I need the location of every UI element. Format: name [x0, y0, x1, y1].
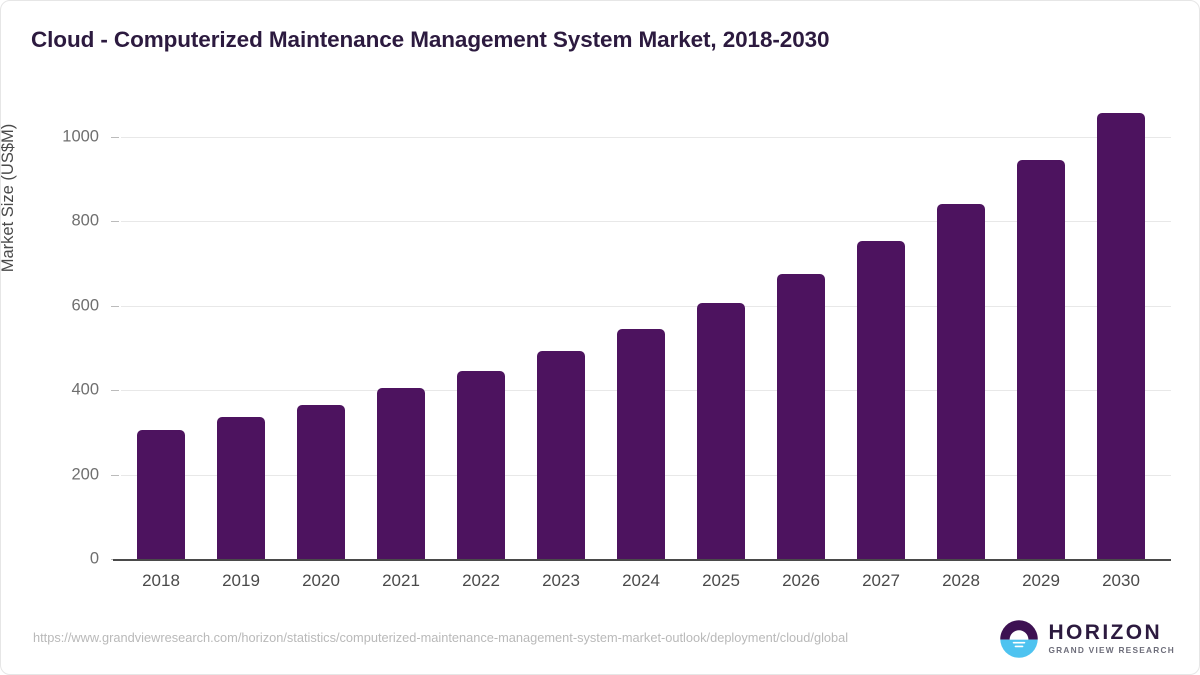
gridline: [121, 137, 1171, 138]
x-axis-tick-label: 2028: [942, 571, 980, 590]
bar-group[interactable]: [921, 91, 1001, 559]
bar-2029[interactable]: [1017, 160, 1065, 559]
horizon-logo-text: HORIZON GRAND VIEW RESEARCH: [1048, 621, 1175, 656]
x-axis-tick-label: 2027: [862, 571, 900, 590]
bar-group[interactable]: [681, 91, 761, 559]
bar-group[interactable]: [361, 91, 441, 559]
gridline: [121, 221, 1171, 223]
y-axis-tick-label: 600: [71, 296, 99, 315]
y-axis-tick: [111, 305, 119, 307]
bar-group[interactable]: [841, 91, 921, 559]
x-axis-line: [113, 559, 1171, 561]
bar-2025[interactable]: [697, 302, 745, 559]
horizon-logo-icon: [1000, 620, 1039, 658]
bar-group[interactable]: [281, 91, 361, 559]
bar-group[interactable]: [761, 91, 841, 559]
bar-group[interactable]: [601, 91, 681, 559]
horizon-logo: HORIZON GRAND VIEW RESEARCH: [999, 619, 1175, 659]
bar-2030[interactable]: [1097, 112, 1145, 559]
x-axis-tick-label: 2022: [462, 571, 500, 590]
y-axis-tick-label: 1000: [62, 127, 99, 146]
y-axis-tick-label: 400: [71, 380, 99, 399]
source-url[interactable]: https://www.grandviewresearch.com/horizo…: [33, 630, 849, 645]
bar-group[interactable]: [121, 91, 201, 559]
bar-2023[interactable]: [537, 350, 585, 559]
x-axis-tick-label: 2029: [1022, 571, 1060, 590]
bar-group[interactable]: [521, 91, 601, 559]
x-axis-tick-label: 2018: [142, 571, 180, 590]
x-axis-tick-label: 2024: [622, 571, 660, 590]
bars-layer: [121, 91, 1171, 559]
x-axis-tick-label: 2019: [222, 571, 260, 590]
y-axis-title: Market Size (US$M): [0, 123, 17, 273]
x-axis-tick-label: 2021: [382, 571, 420, 590]
x-axis-tick-label: 2023: [542, 571, 580, 590]
bar-2020[interactable]: [297, 404, 345, 559]
x-axis-tick-label: 2020: [302, 571, 340, 590]
bar-2022[interactable]: [457, 371, 505, 559]
bar-2018[interactable]: [137, 429, 185, 559]
x-axis-tick-label: 2030: [1102, 571, 1140, 590]
y-axis-tick-label: 800: [71, 211, 99, 230]
bar-2026[interactable]: [777, 274, 825, 559]
y-axis-tick: [111, 221, 119, 223]
page-title: Cloud - Computerized Maintenance Managem…: [31, 27, 830, 52]
y-axis-tick: [111, 474, 119, 476]
y-axis-tick: [111, 137, 119, 138]
bar-group[interactable]: [1001, 91, 1081, 559]
logo-tagline: GRAND VIEW RESEARCH: [1048, 645, 1175, 656]
bar-2019[interactable]: [217, 416, 265, 559]
bar-group[interactable]: [441, 91, 521, 559]
y-axis-tick-label: 0: [89, 549, 99, 568]
bar-2021[interactable]: [377, 388, 425, 559]
x-axis-tick-label: 2026: [782, 571, 820, 590]
y-axis-tick: [111, 390, 119, 392]
bar-group[interactable]: [1081, 91, 1161, 559]
x-axis-tick-label: 2025: [702, 571, 740, 590]
bar-2028[interactable]: [937, 203, 985, 559]
y-axis-tick-label: 200: [71, 465, 99, 484]
bar-2027[interactable]: [857, 240, 905, 559]
bar-2024[interactable]: [617, 328, 665, 559]
gridline: [121, 305, 1171, 307]
logo-wordmark: HORIZON: [1048, 621, 1163, 644]
bar-group[interactable]: [201, 91, 281, 559]
